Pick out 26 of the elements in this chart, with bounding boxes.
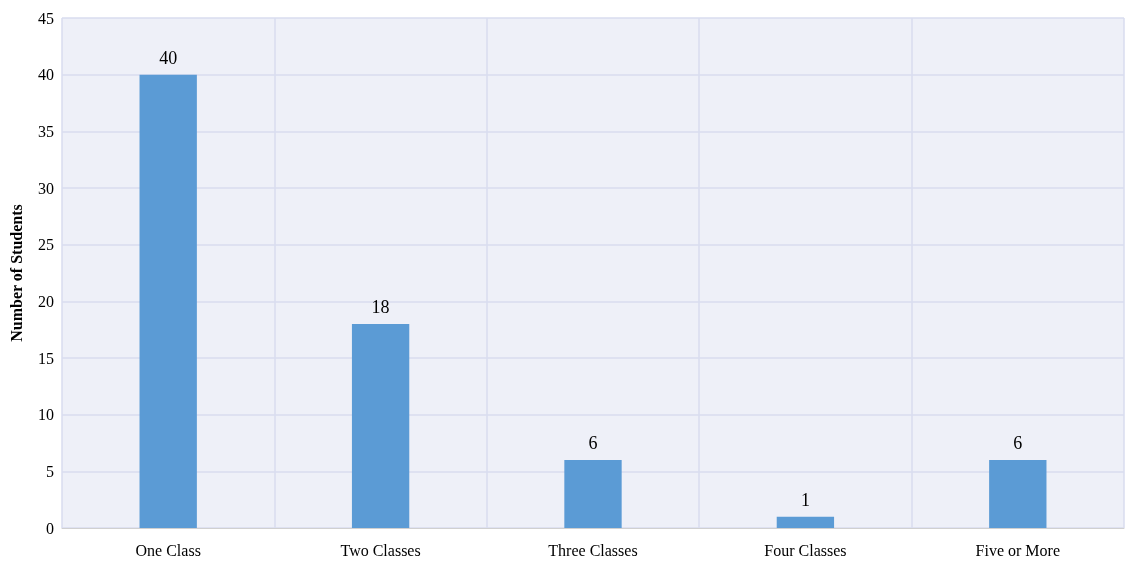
data-label: 40 (159, 47, 178, 68)
bar (351, 324, 410, 528)
y-tick-label: 15 (38, 349, 54, 367)
bar (139, 74, 197, 528)
x-tick-label: Two Classes (340, 541, 421, 559)
bar (564, 460, 622, 528)
data-label: 1 (800, 489, 810, 510)
y-tick-label: 10 (38, 406, 54, 424)
y-tick-label: 25 (38, 236, 54, 254)
y-tick-label: 0 (46, 519, 54, 537)
data-label: 6 (1013, 433, 1023, 453)
y-axis-title: Number of Students (7, 204, 25, 342)
data-label: 6 (588, 433, 598, 453)
data-label: 18 (371, 297, 390, 317)
y-tick-label: 45 (38, 9, 54, 27)
x-tick-label: Three Classes (548, 541, 638, 559)
x-tick-label: Four Classes (764, 541, 847, 559)
y-tick-label: 35 (38, 122, 54, 140)
y-tick-label: 30 (38, 179, 54, 197)
bar (989, 460, 1047, 528)
x-tick-label: Five or More (975, 541, 1061, 559)
y-tick-label: 20 (38, 292, 54, 310)
y-tick-label: 5 (46, 462, 54, 480)
y-tick-label: 40 (38, 66, 54, 84)
bar (776, 516, 835, 528)
x-tick-label: One Class (135, 541, 201, 559)
